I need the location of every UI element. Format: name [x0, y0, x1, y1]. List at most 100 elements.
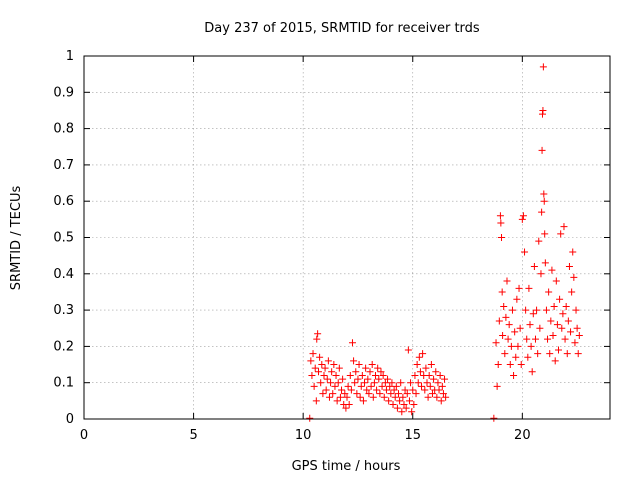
data-point [396, 397, 404, 405]
data-point [436, 371, 444, 379]
data-point [442, 393, 450, 401]
data-point [558, 324, 566, 332]
data-point [362, 364, 370, 372]
data-point [414, 379, 422, 387]
data-point [516, 324, 524, 332]
data-point [492, 339, 500, 347]
data-point [559, 310, 567, 318]
data-point [328, 368, 336, 376]
data-point [319, 390, 327, 398]
data-point [564, 317, 572, 325]
data-point [336, 393, 344, 401]
data-point [523, 335, 531, 343]
data-point [427, 361, 435, 369]
data-point [439, 390, 447, 398]
data-point [352, 368, 360, 376]
data-point [390, 386, 398, 394]
data-point [410, 400, 418, 408]
data-point [333, 397, 341, 405]
data-point [351, 379, 359, 387]
data-point [438, 382, 446, 390]
data-point [415, 353, 423, 361]
data-point [571, 339, 579, 347]
data-point [315, 368, 323, 376]
data-point [535, 237, 543, 245]
y-tick-label: 0.5 [53, 231, 74, 246]
data-point [541, 230, 549, 238]
data-point [330, 361, 338, 369]
data-point [401, 386, 409, 394]
data-point [567, 328, 575, 336]
data-point [560, 223, 568, 231]
data-point [522, 306, 530, 314]
data-point [490, 414, 498, 422]
data-point [508, 306, 516, 314]
data-point [366, 368, 374, 376]
data-point [419, 350, 427, 358]
data-point [510, 371, 518, 379]
data-point [513, 295, 521, 303]
y-tick-label: 0.1 [53, 376, 74, 391]
data-point [344, 382, 352, 390]
data-point [332, 371, 340, 379]
data-point [502, 313, 510, 321]
x-axis-label: GPS time / hours [292, 459, 401, 474]
data-point [421, 386, 429, 394]
data-point [354, 375, 362, 383]
data-point [556, 295, 564, 303]
data-point [570, 273, 578, 281]
data-point [402, 404, 410, 412]
data-point [388, 379, 396, 387]
data-point [547, 317, 555, 325]
data-point [342, 404, 350, 412]
data-point [324, 357, 332, 365]
data-point [355, 361, 363, 369]
y-tick-label: 0.2 [53, 339, 74, 354]
data-point [391, 393, 399, 401]
data-point [545, 288, 553, 296]
x-tick-label: 20 [514, 428, 531, 443]
data-point [308, 371, 316, 379]
x-tick-label: 10 [295, 428, 312, 443]
y-axis-label: SRMTID / TECUs [9, 186, 24, 291]
data-point [529, 310, 537, 318]
data-point [346, 371, 354, 379]
data-point [546, 350, 554, 358]
data-point [398, 408, 406, 416]
data-point [525, 284, 533, 292]
data-point [335, 364, 343, 372]
data-point [539, 63, 547, 71]
data-point [306, 414, 314, 422]
data-point [549, 332, 557, 340]
data-point [316, 353, 324, 361]
data-point [418, 382, 426, 390]
data-point [537, 270, 545, 278]
data-point [530, 263, 538, 271]
data-point [430, 375, 438, 383]
y-tick-label: 0.4 [53, 267, 74, 282]
data-point [551, 357, 559, 365]
data-point [375, 375, 383, 383]
data-point [495, 317, 503, 325]
data-point [323, 375, 331, 383]
data-point [506, 361, 514, 369]
data-point [312, 397, 320, 405]
data-point [503, 277, 511, 285]
data-point [348, 339, 356, 347]
data-point [311, 364, 319, 372]
data-point [314, 330, 322, 338]
data-point [405, 397, 413, 405]
data-point [563, 350, 571, 358]
data-point [317, 379, 325, 387]
data-point [518, 215, 526, 223]
data-point [400, 400, 408, 408]
data-point [548, 266, 556, 274]
data-point [309, 350, 317, 358]
data-point [310, 382, 318, 390]
data-points [306, 63, 583, 422]
data-point [358, 371, 366, 379]
data-point [318, 361, 326, 369]
